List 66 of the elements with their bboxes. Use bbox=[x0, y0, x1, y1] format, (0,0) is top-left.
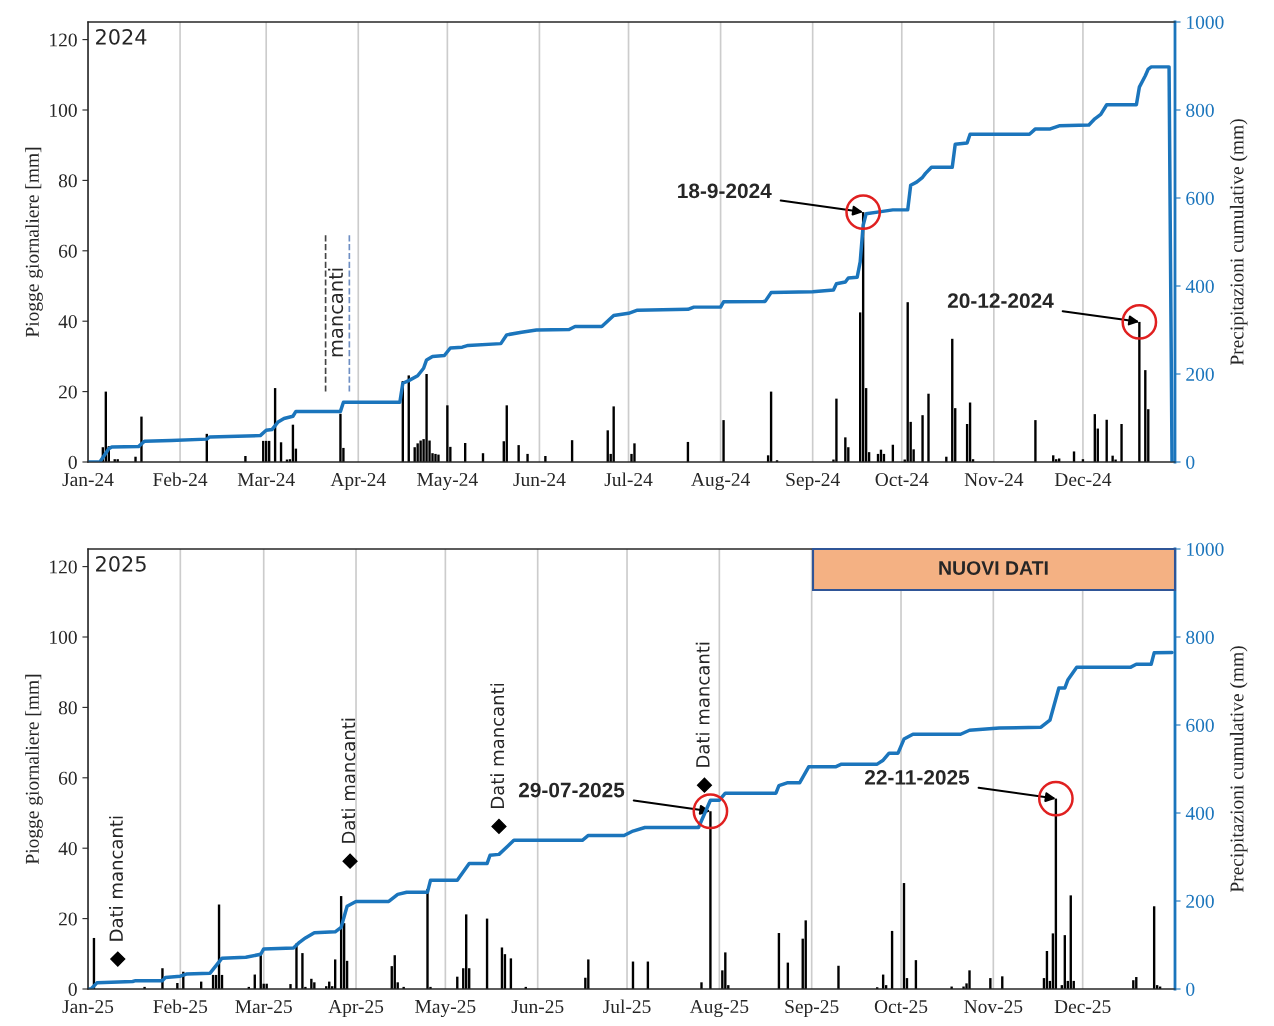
y-tick-label: 0 bbox=[68, 455, 77, 469]
annotation: 29-07-2025 bbox=[518, 782, 625, 798]
x-tick-label: Sep-25 bbox=[785, 1000, 839, 1018]
y2-axis-title: Precipitazioni cumulative (mm) bbox=[1229, 119, 1248, 366]
y2-tick-label: 0 bbox=[1186, 982, 1195, 996]
y-tick-label: 60 bbox=[58, 771, 77, 785]
y-tick-label: 20 bbox=[58, 912, 77, 926]
y-tick-label: 120 bbox=[50, 560, 77, 574]
x-tick-label: Jan-25 bbox=[62, 1000, 114, 1014]
x-tick-label: Nov-25 bbox=[964, 1000, 1023, 1014]
x-tick-label: Jan-24 bbox=[62, 473, 114, 487]
y-tick-label: 60 bbox=[58, 244, 77, 258]
x-tick-label: Oct-24 bbox=[875, 473, 929, 487]
y-tick-label: 40 bbox=[58, 315, 77, 329]
y-tick-label: 120 bbox=[50, 33, 77, 47]
annotation: 22-11-2025 bbox=[865, 769, 970, 785]
annotation: 18-9-2024 bbox=[678, 183, 772, 199]
y-tick-label: 0 bbox=[68, 982, 77, 996]
y-tick-label: 80 bbox=[58, 701, 77, 715]
x-tick-label: Jul-25 bbox=[603, 999, 651, 1014]
y-tick-label: 40 bbox=[58, 842, 77, 856]
y2-tick-label: 200 bbox=[1186, 894, 1214, 908]
annotation: NUOVI DATI bbox=[939, 561, 1048, 575]
x-tick-label: May-25 bbox=[415, 999, 476, 1018]
x-tick-label: Dec-25 bbox=[1054, 1000, 1111, 1014]
x-tick-label: Mar-24 bbox=[237, 473, 295, 487]
y-tick-label: 80 bbox=[58, 174, 77, 188]
x-tick-label: Jul-24 bbox=[604, 472, 653, 487]
y2-tick-label: 600 bbox=[1186, 191, 1214, 205]
y2-tick-label: 1000 bbox=[1187, 542, 1224, 556]
y-tick-label: 100 bbox=[50, 630, 77, 644]
annotation: Dati mancanti bbox=[490, 683, 505, 808]
x-tick-label: Aug-24 bbox=[691, 472, 750, 491]
y2-tick-label: 200 bbox=[1186, 367, 1214, 381]
x-tick-label: Feb-24 bbox=[153, 472, 208, 487]
y2-tick-label: 400 bbox=[1185, 279, 1214, 293]
y2-axis-title: Precipitazioni cumulative (mm) bbox=[1229, 646, 1248, 893]
y2-tick-label: 800 bbox=[1186, 630, 1214, 644]
x-tick-label: Apr-25 bbox=[328, 1000, 384, 1018]
annotation: Dati mancanti bbox=[695, 642, 710, 767]
y2-tick-label: 1000 bbox=[1187, 15, 1224, 29]
x-tick-label: Apr-24 bbox=[330, 473, 386, 491]
chart-title: 2025 bbox=[96, 555, 146, 572]
y-axis-title: Piogge giornaliere [mm] bbox=[25, 147, 43, 338]
y2-tick-label: 400 bbox=[1185, 806, 1214, 820]
x-tick-label: Jun-25 bbox=[511, 1000, 564, 1014]
annotation: Dati mancanti bbox=[341, 718, 356, 843]
x-tick-label: Oct-25 bbox=[874, 1000, 928, 1014]
x-tick-label: Sep-24 bbox=[786, 473, 840, 491]
x-tick-label: Aug-25 bbox=[689, 999, 749, 1018]
y2-tick-label: 800 bbox=[1186, 103, 1214, 117]
chart-title: 2024 bbox=[96, 28, 147, 45]
annotation: Dati mancanti bbox=[109, 816, 124, 941]
x-tick-label: Nov-24 bbox=[964, 473, 1024, 487]
annotation: 20-12-2024 bbox=[947, 293, 1054, 309]
y-tick-label: 20 bbox=[58, 385, 77, 399]
ref-line-label: mancanti bbox=[328, 268, 344, 357]
y-tick-label: 100 bbox=[50, 103, 77, 117]
y2-tick-label: 0 bbox=[1186, 455, 1195, 469]
x-tick-label: May-24 bbox=[417, 472, 478, 491]
x-tick-label: Jun-24 bbox=[513, 473, 566, 487]
x-tick-label: Feb-25 bbox=[153, 999, 208, 1014]
y-axis-title: Piogge giornaliere [mm] bbox=[25, 674, 43, 865]
x-tick-label: Mar-25 bbox=[235, 1000, 292, 1014]
y2-tick-label: 600 bbox=[1186, 718, 1214, 732]
x-tick-label: Dec-24 bbox=[1054, 473, 1112, 487]
